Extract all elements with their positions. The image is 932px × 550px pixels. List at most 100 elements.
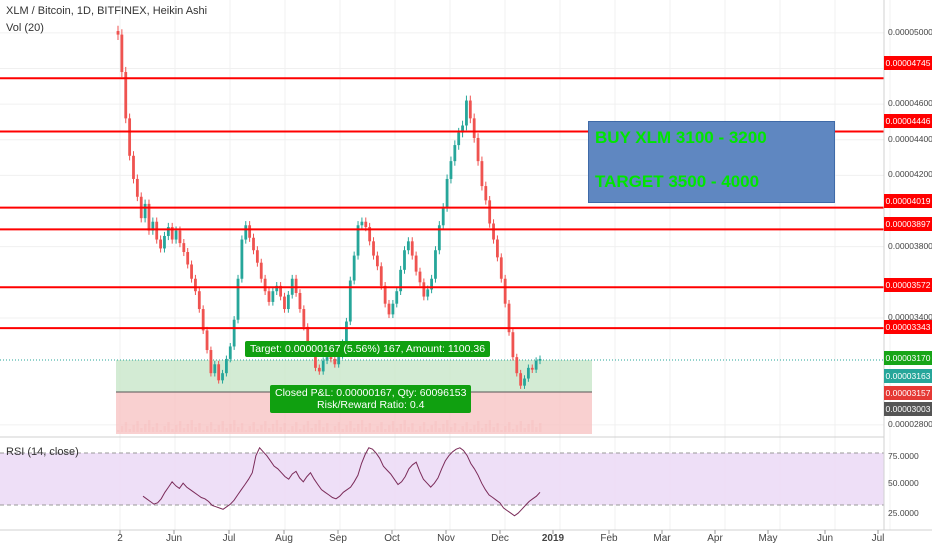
risk-reward-text: Risk/Reward Ratio: 0.4 bbox=[317, 399, 425, 411]
time-axis-label: 2 bbox=[117, 533, 123, 544]
price-tag: 0.00004446 bbox=[884, 114, 932, 128]
candle-body bbox=[406, 241, 410, 251]
candle-body bbox=[368, 227, 372, 242]
candle-body bbox=[387, 303, 391, 315]
candle-body bbox=[232, 319, 236, 347]
time-axis-label: 2019 bbox=[541, 533, 565, 544]
x-ticks bbox=[119, 530, 879, 534]
candle-body bbox=[418, 271, 422, 283]
time-axis-label: Apr bbox=[707, 533, 723, 544]
target-zone-text: TARGET 3500 - 4000 bbox=[595, 172, 760, 191]
price-tag: 0.00003343 bbox=[884, 320, 932, 334]
time-axis-label: Mar bbox=[653, 533, 671, 544]
candle-body bbox=[302, 309, 306, 327]
trade-idea-box[interactable]: BUY XLM 3100 - 3200 TARGET 3500 - 4000 bbox=[588, 121, 835, 203]
candle-body bbox=[236, 278, 240, 320]
candle-body bbox=[170, 227, 174, 240]
candle-body bbox=[163, 235, 166, 249]
candle-body bbox=[294, 278, 298, 293]
candle-body bbox=[135, 178, 139, 197]
candle-body bbox=[329, 357, 333, 359]
candle-body bbox=[449, 161, 453, 179]
candle-body bbox=[364, 221, 368, 228]
candle-body bbox=[399, 269, 403, 292]
chart-title: XLM / Bitcoin, 1D, BITFINEX, Heikin Ashi bbox=[6, 5, 208, 17]
candle-body bbox=[306, 326, 310, 345]
time-axis-label: Feb bbox=[600, 533, 618, 544]
candle-body bbox=[391, 303, 395, 315]
candle-body bbox=[147, 203, 151, 231]
time-axis-label: Nov bbox=[437, 533, 455, 544]
candle-body bbox=[321, 360, 325, 372]
rsi-band bbox=[0, 453, 884, 505]
position-closed-label[interactable]: Closed P&L: 0.00000167, Qty: 60096153 Ri… bbox=[270, 385, 472, 413]
candle-body bbox=[225, 358, 228, 374]
candle-body bbox=[248, 225, 252, 238]
rsi-indicator-label[interactable]: RSI (14, close) bbox=[6, 446, 79, 458]
level-lines[interactable] bbox=[0, 77, 884, 330]
candle-body bbox=[410, 241, 414, 256]
time-axis-label: Sep bbox=[329, 533, 347, 544]
candle-body bbox=[461, 125, 464, 133]
price-tag: 0.00003572 bbox=[884, 278, 932, 292]
candle-body bbox=[143, 203, 147, 219]
candle-body bbox=[465, 100, 468, 126]
candle-body bbox=[240, 239, 244, 279]
candle-body bbox=[228, 346, 232, 359]
volume-indicator-label[interactable]: Vol (20) bbox=[6, 22, 44, 34]
candle-body bbox=[120, 34, 124, 73]
candle-body bbox=[317, 367, 321, 372]
candle-body bbox=[414, 255, 418, 272]
candle-body bbox=[314, 351, 317, 368]
candle-body bbox=[445, 178, 449, 208]
candle-body bbox=[503, 278, 507, 304]
candle-body bbox=[511, 332, 515, 358]
price-candles bbox=[116, 25, 542, 389]
candle-body bbox=[496, 239, 499, 258]
price-axis-tick: 0.00002800 bbox=[888, 418, 932, 429]
candle-body bbox=[526, 367, 530, 379]
candle-body bbox=[523, 378, 526, 386]
candle-body bbox=[383, 285, 387, 304]
time-axis-label: Oct bbox=[384, 533, 400, 544]
candle-body bbox=[530, 367, 534, 370]
candle-body bbox=[155, 221, 159, 240]
candle-body bbox=[519, 373, 523, 386]
candle-body bbox=[403, 250, 406, 270]
candle-body bbox=[434, 250, 437, 279]
candle-body bbox=[190, 264, 193, 279]
position-target-label[interactable]: Target: 0.00000167 (5.56%) 167, Amount: … bbox=[245, 341, 491, 357]
candle-body bbox=[279, 285, 283, 297]
candle-body bbox=[379, 266, 383, 286]
candle-body bbox=[298, 293, 302, 310]
time-axis-label: Jul bbox=[871, 533, 885, 544]
price-tag: 0.00003170 bbox=[884, 351, 932, 365]
candle-body bbox=[538, 358, 542, 361]
price-tag: 0.00003157 bbox=[884, 386, 932, 400]
candle-body bbox=[426, 289, 430, 297]
candle-body bbox=[209, 350, 213, 374]
candle-body bbox=[263, 278, 267, 292]
candle-body bbox=[178, 230, 182, 244]
candle-body bbox=[352, 255, 356, 281]
price-tag: 0.00003897 bbox=[884, 217, 932, 231]
candle-body bbox=[217, 364, 221, 381]
price-axis-tick: 0.00005000 bbox=[888, 26, 932, 37]
candle-body bbox=[325, 357, 329, 361]
candle-body bbox=[480, 161, 484, 187]
candle-body bbox=[333, 358, 337, 365]
candle-body bbox=[375, 255, 379, 267]
candle-body bbox=[174, 230, 178, 240]
candle-body bbox=[124, 72, 128, 119]
time-axis-label: Jun bbox=[816, 533, 834, 544]
candle-body bbox=[252, 237, 255, 251]
rsi-axis-tick: 25.0000 bbox=[888, 508, 919, 518]
candle-body bbox=[337, 355, 341, 365]
candle-body bbox=[457, 132, 461, 146]
price-axis-tick: 0.00003400 bbox=[888, 311, 932, 322]
price-axis-tick: 0.00004400 bbox=[888, 133, 932, 144]
candle-body bbox=[345, 321, 348, 343]
candle-body bbox=[372, 241, 375, 256]
candle-body bbox=[213, 364, 217, 374]
